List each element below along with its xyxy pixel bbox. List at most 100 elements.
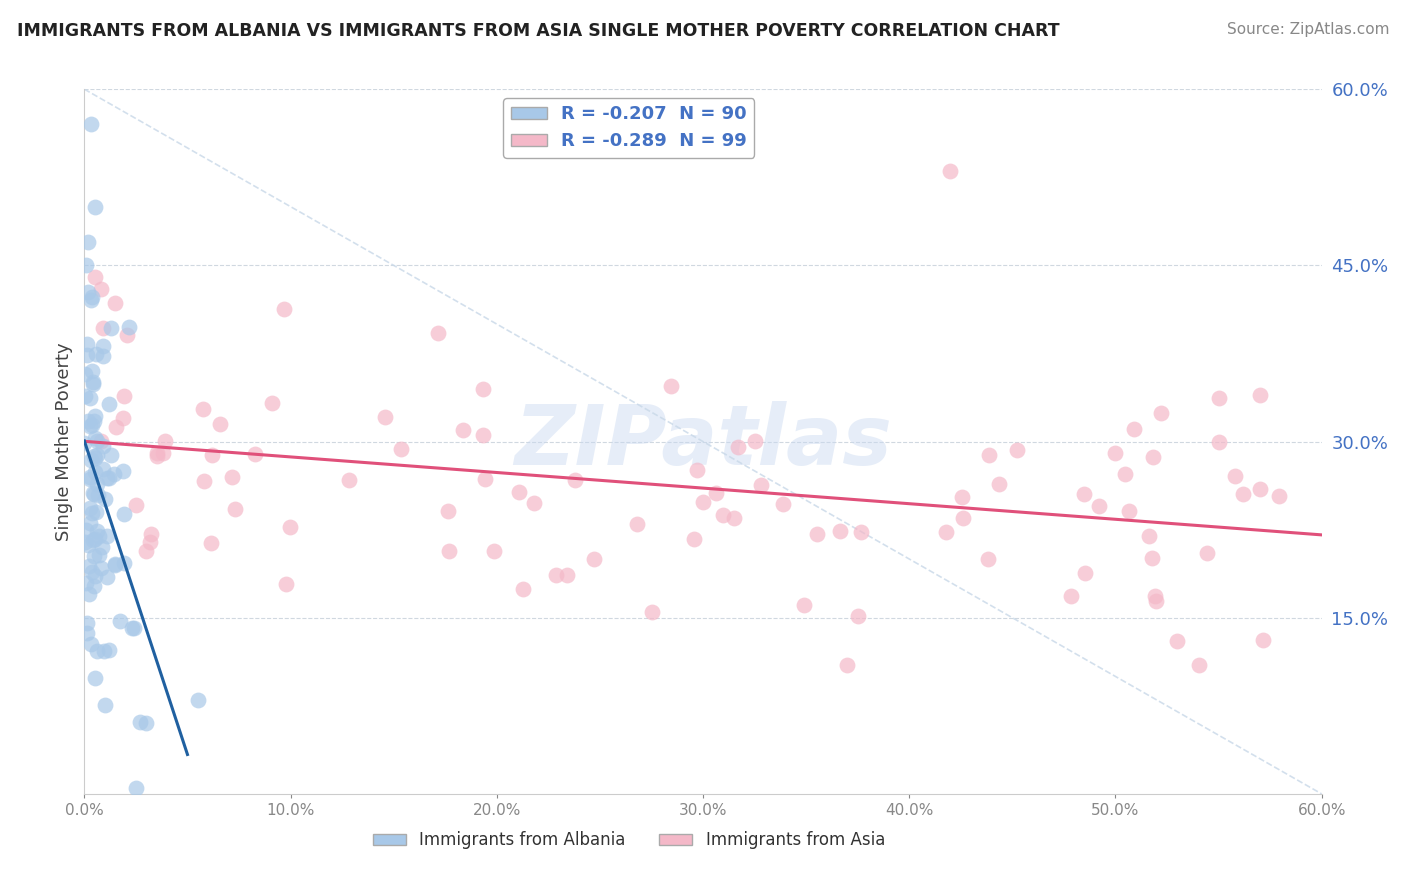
Immigrants from Asia [139,534,162,549]
Immigrants from Albania [112,507,135,521]
Immigrants from Asia [837,657,859,672]
Immigrants from Albania [100,449,122,463]
Immigrants from Albania [75,575,97,590]
Immigrants from Asia [152,446,174,460]
Immigrants from Albania [98,397,121,411]
Immigrants from Asia [1123,422,1146,436]
Immigrants from Asia [104,296,127,310]
Immigrants from Asia [692,495,714,509]
Immigrants from Asia [155,434,177,448]
Immigrants from Albania [84,409,107,424]
Immigrants from Albania [128,715,150,730]
Immigrants from Asia [274,577,297,591]
Immigrants from Albania [83,465,105,479]
Immigrants from Asia [273,302,295,317]
Immigrants from Asia [83,270,105,285]
Immigrants from Asia [727,440,749,454]
Immigrants from Albania [100,321,122,335]
Immigrants from Albania [94,491,117,506]
Immigrants from Asia [626,516,648,531]
Immigrants from Albania [91,461,114,475]
Immigrants from Asia [1187,657,1209,672]
Immigrants from Asia [1142,450,1164,464]
Immigrants from Albania [86,644,108,658]
Immigrants from Albania [110,614,132,628]
Immigrants from Albania [79,472,101,486]
Immigrants from Albania [117,319,139,334]
Immigrants from Albania [79,453,101,467]
Immigrants from Asia [471,382,494,396]
Immigrants from Albania [80,637,103,651]
Immigrants from Asia [135,544,157,558]
Immigrants from Asia [1104,446,1126,460]
Immigrants from Asia [682,532,704,546]
Immigrants from Asia [472,428,495,442]
Immigrants from Albania [75,535,97,549]
Immigrants from Albania [82,486,104,500]
Immigrants from Asia [952,511,974,525]
Immigrants from Albania [112,465,135,479]
Immigrants from Asia [846,609,869,624]
Immigrants from Asia [508,485,530,500]
Immigrants from Asia [224,501,246,516]
Immigrants from Asia [115,328,138,343]
Immigrants from Albania [93,644,115,658]
Immigrants from Asia [1208,391,1230,405]
Immigrants from Albania [83,486,105,500]
Immigrants from Albania [84,505,107,519]
Immigrants from Albania [75,258,97,272]
Immigrants from Asia [141,526,163,541]
Immigrants from Albania [96,570,118,584]
Immigrants from Albania [86,476,108,491]
Immigrants from Asia [1137,528,1160,542]
Immigrants from Albania [82,375,104,389]
Immigrants from Asia [278,519,301,533]
Immigrants from Asia [112,390,135,404]
Immigrants from Albania [83,414,105,428]
Immigrants from Asia [977,448,1000,462]
Immigrants from Asia [793,598,815,612]
Immigrants from Asia [1150,406,1173,420]
Immigrants from Asia [1249,482,1271,496]
Immigrants from Albania [104,557,127,571]
Immigrants from Asia [546,568,568,582]
Immigrants from Asia [451,423,474,437]
Immigrants from Albania [82,418,104,433]
Immigrants from Albania [87,488,110,502]
Immigrants from Albania [80,363,103,377]
Immigrants from Albania [83,449,105,463]
Legend: Immigrants from Albania, Immigrants from Asia: Immigrants from Albania, Immigrants from… [366,825,891,856]
Immigrants from Albania [84,569,107,583]
Immigrants from Albania [77,559,100,574]
Immigrants from Albania [89,529,111,543]
Immigrants from Albania [84,347,107,361]
Immigrants from Albania [79,516,101,530]
Immigrants from Albania [80,506,103,520]
Immigrants from Albania [76,615,98,630]
Y-axis label: Single Mother Poverty: Single Mother Poverty [55,343,73,541]
Immigrants from Asia [950,491,973,505]
Immigrants from Asia [191,401,214,416]
Immigrants from Albania [91,439,114,453]
Immigrants from Albania [73,436,96,450]
Immigrants from Albania [93,698,115,713]
Immigrants from Asia [711,508,734,523]
Immigrants from Asia [105,420,128,434]
Immigrants from Albania [91,349,114,363]
Immigrants from Albania [96,470,118,484]
Immigrants from Asia [374,409,396,424]
Immigrants from Asia [1249,387,1271,401]
Immigrants from Albania [75,389,97,403]
Immigrants from Asia [1114,467,1136,481]
Immigrants from Albania [83,431,105,445]
Immigrants from Albania [83,200,105,214]
Immigrants from Albania [79,391,101,405]
Immigrants from Albania [103,467,125,481]
Immigrants from Albania [77,285,100,299]
Immigrants from Asia [704,486,727,500]
Immigrants from Albania [73,367,96,381]
Immigrants from Albania [97,470,120,484]
Immigrants from Albania [76,414,98,428]
Immigrants from Asia [1223,468,1246,483]
Immigrants from Asia [988,477,1011,491]
